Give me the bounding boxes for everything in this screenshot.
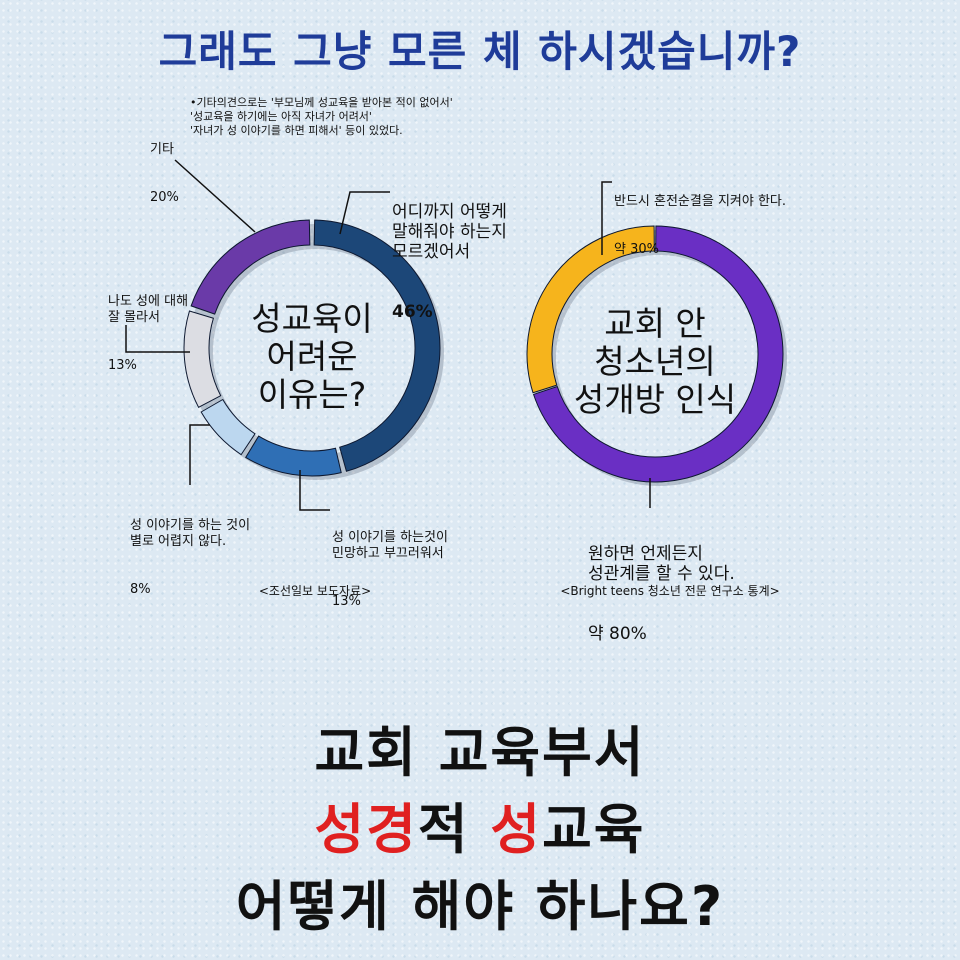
slice-value-dontknow-how: 46% xyxy=(392,302,433,322)
slice-value-not-hard: 8% xyxy=(130,582,151,597)
slice-label-chastity: 반드시 혼전순결을 지켜야 한다. 약 30% xyxy=(614,162,786,274)
donut2-center-label: 교회 안 청소년의 성개방 인식 xyxy=(573,304,737,419)
slice-label-embarrassed: 성 이야기를 하는것이 민망하고 부끄러워서 13% xyxy=(332,498,448,626)
leader-line-embarrassed xyxy=(299,470,330,511)
bottom-line-3: 어떻게 해야 하나요? xyxy=(235,875,725,938)
slice-value-embarrassed: 13% xyxy=(332,594,361,609)
other-opinions-note: •기타의견으로는 '부모님께 성교육을 받아본 적이 없어서' '성교육을 하기… xyxy=(190,96,453,137)
slice-label-not-hard: 성 이야기를 하는 것이 별로 어렵지 않다. 8% xyxy=(130,486,250,614)
donut1-slice-1 xyxy=(245,435,342,477)
donut1-slice-2 xyxy=(200,398,256,456)
donut1-slice-4 xyxy=(190,219,311,315)
bottom-line-2: 성경적 성교육 xyxy=(0,785,960,864)
slice-label-anytime: 원하면 언제든지 성관계를 할 수 있다. 약 80% xyxy=(588,504,735,664)
donut1-slice-3 xyxy=(183,310,222,408)
slice-label-dontknow-how: 어디까지 어떻게 말해줘야 하는지 모르겠어서 46% xyxy=(392,162,507,342)
slice-value-chastity: 약 30% xyxy=(614,242,659,257)
leader-line-chastity xyxy=(601,181,612,255)
slice-name-embarrassed: 성 이야기를 하는것이 민망하고 부끄러워서 xyxy=(332,530,448,561)
donut2-slice-0 xyxy=(532,225,784,483)
bottom-line-1: 교회 교육부서 xyxy=(314,721,646,784)
slice-name-not-hard: 성 이야기를 하는 것이 별로 어렵지 않다. xyxy=(130,518,251,549)
bottom-word-sex: 성 xyxy=(490,798,543,861)
leader-line-not-hard xyxy=(189,424,210,485)
bottom-word-jeok: 적 xyxy=(417,798,491,861)
donut1-slice-0 xyxy=(313,219,441,472)
slice-name-self-unknown: 나도 성에 대해 잘 몰라서 xyxy=(108,294,189,325)
slice-label-self-unknown: 나도 성에 대해 잘 몰라서 13% xyxy=(108,262,188,390)
donut-chart-reasons xyxy=(183,219,444,480)
bottom-word-education: 교육 xyxy=(542,798,646,861)
source-chosun: <조선일보 보도자료> xyxy=(258,584,372,598)
leader-line-other xyxy=(174,159,256,233)
slice-value-other: 20% xyxy=(150,190,179,205)
source-bright-teens: <Bright teens 청소년 전문 연구소 통계> xyxy=(560,584,780,598)
leader-line-dontknow-how xyxy=(339,191,390,235)
slice-name-anytime: 원하면 언제든지 성관계를 할 수 있다. xyxy=(588,544,735,584)
slice-value-anytime: 약 80% xyxy=(588,624,647,644)
donut1-center-label: 성교육이 어려운 이유는? xyxy=(251,299,373,414)
donut2-slice-1 xyxy=(526,225,655,394)
slice-name-chastity: 반드시 혼전순결을 지켜야 한다. xyxy=(614,194,787,209)
slice-value-self-unknown: 13% xyxy=(108,358,137,373)
slice-name-other: 기타 xyxy=(150,142,174,157)
leader-line-self-unknown xyxy=(125,325,190,353)
slice-name-dontknow-how: 어디까지 어떻게 말해줘야 하는지 모르겠어서 xyxy=(392,202,507,262)
page-title: 그래도 그냥 모른 체 하시겠습니까? xyxy=(158,27,802,76)
bottom-word-bible: 성경 xyxy=(314,798,418,861)
donut-chart-teen-perception xyxy=(526,225,787,486)
slice-label-other: 기타 20% xyxy=(150,110,179,222)
